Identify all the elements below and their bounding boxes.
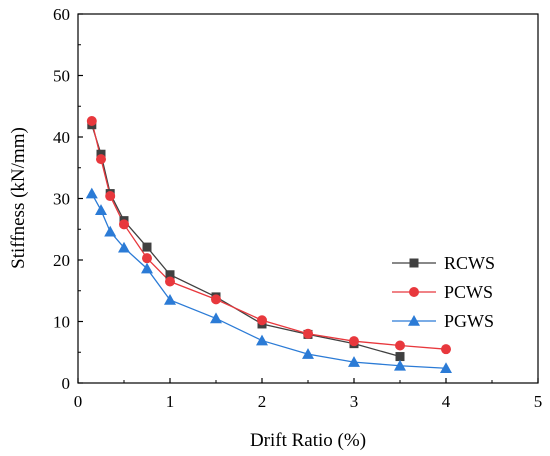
data-point-pgws — [164, 293, 176, 305]
legend-label-pcws: PCWS — [444, 282, 493, 302]
y-tick-label: 20 — [53, 251, 70, 270]
data-point-pgws — [95, 204, 107, 215]
y-tick-label: 30 — [53, 190, 70, 209]
data-point-pcws — [395, 340, 405, 351]
data-point-pgws — [210, 312, 222, 324]
data-point-pgws — [104, 225, 117, 237]
x-tick-label: 3 — [350, 392, 359, 411]
series-line-pgws — [91, 193, 447, 369]
x-tick-label: 1 — [166, 392, 175, 411]
data-point-pcws — [86, 116, 97, 127]
data-point-pgws — [141, 262, 153, 274]
x-tick-label: 5 — [534, 392, 543, 411]
data-point-pcws — [96, 154, 106, 165]
x-axis-title: Drift Ratio (%) — [250, 430, 366, 451]
y-tick-label: 50 — [53, 67, 70, 86]
legend-label-pgws: PGWS — [444, 311, 494, 331]
y-tick-label: 60 — [53, 5, 70, 24]
legend-marker-pgws — [408, 315, 420, 326]
data-point-pgws — [256, 334, 268, 346]
data-point-pgws — [302, 348, 314, 359]
data-point-rcws — [165, 270, 175, 280]
x-tick-label: 4 — [442, 392, 451, 411]
data-point-pgws — [348, 356, 360, 367]
legend-marker-pcws — [409, 287, 419, 297]
data-point-pcws — [349, 336, 359, 347]
y-tick-label: 10 — [53, 313, 70, 332]
y-axis-title: Stiffness (kN/mm) — [8, 127, 29, 269]
data-point-pgws — [118, 241, 130, 253]
y-tick-label: 40 — [53, 128, 70, 147]
legend-marker-rcws — [409, 258, 419, 268]
x-tick-label: 0 — [74, 392, 83, 411]
data-point-pcws — [165, 276, 175, 287]
data-point-pcws — [211, 294, 221, 305]
series-line-pcws — [91, 120, 447, 350]
series-markers — [85, 116, 452, 374]
data-point-pgws — [440, 362, 452, 374]
data-point-pcws — [303, 328, 313, 339]
data-point-pcws — [142, 253, 152, 264]
data-point-pcws — [441, 344, 451, 355]
data-point-pgws — [394, 359, 406, 371]
x-tick-label: 2 — [258, 392, 267, 411]
data-point-rcws — [142, 242, 152, 252]
legend-label-rcws: RCWS — [444, 253, 495, 273]
data-point-pgws — [85, 187, 98, 199]
data-point-pcws — [105, 191, 116, 202]
data-point-rcws — [395, 352, 405, 362]
y-tick-label: 0 — [62, 374, 71, 393]
data-point-pcws — [257, 315, 267, 326]
data-point-pcws — [119, 219, 129, 230]
series-line-rcws — [91, 124, 401, 358]
legend: RCWS PCWS PGWS — [392, 253, 495, 331]
